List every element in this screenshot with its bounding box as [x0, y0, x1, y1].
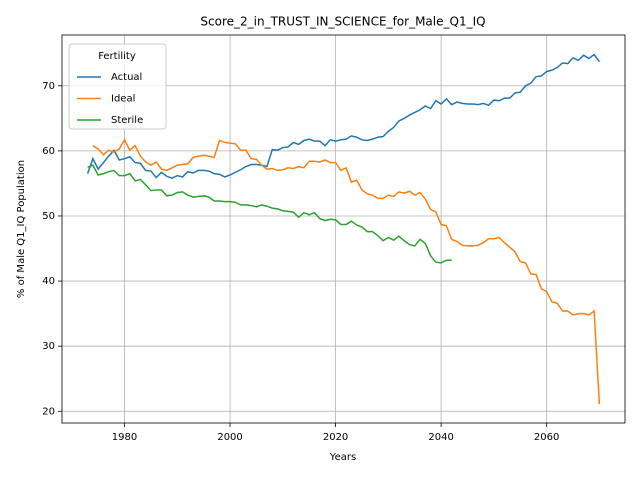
y-tick-label: 50 — [42, 211, 55, 222]
x-axis-label: Years — [329, 452, 356, 463]
y-tick-label: 20 — [42, 406, 55, 417]
legend-title: Fertility — [98, 51, 136, 62]
x-tick-label: 1980 — [112, 432, 137, 443]
x-tick-label: 2040 — [428, 432, 453, 443]
chart-title: Score_2_in_TRUST_IN_SCIENCE_for_Male_Q1_… — [200, 15, 485, 29]
legend-label: Sterile — [111, 115, 143, 126]
y-tick-label: 60 — [42, 146, 55, 157]
x-tick-label: 2000 — [217, 432, 242, 443]
legend-label: Actual — [111, 72, 142, 83]
x-tick-label: 2020 — [323, 432, 348, 443]
x-tick-label: 2060 — [534, 432, 559, 443]
series-line — [86, 53, 601, 180]
legend-box — [68, 43, 167, 130]
plot-frame — [61, 34, 626, 424]
y-tick-label: 30 — [42, 341, 55, 352]
series-line — [87, 164, 452, 264]
y-tick-label: 70 — [42, 81, 55, 92]
series-line — [92, 138, 601, 405]
legend-label: Ideal — [111, 94, 135, 105]
y-tick-label: 40 — [42, 276, 55, 287]
y-axis-label: % of Male Q1_IQ Population — [16, 160, 27, 298]
